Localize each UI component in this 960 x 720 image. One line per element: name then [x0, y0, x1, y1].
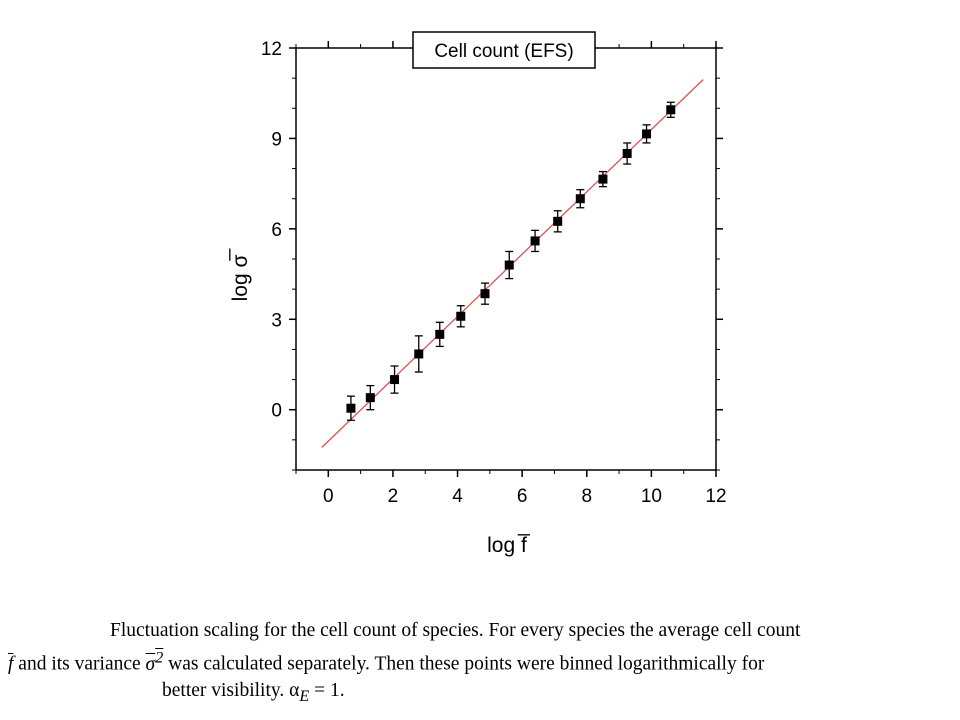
data-point [598, 170, 608, 188]
caption-subscript: E [299, 686, 310, 705]
x-axis-title: log f̅ [487, 534, 531, 557]
figure-caption: Fluctuation scaling for the cell count o… [8, 618, 950, 708]
plot-axes: 0 2 4 6 8 10 12 0 3 6 9 12 [261, 39, 727, 507]
x-tick-label: 8 [581, 486, 592, 507]
y-tick-label: 9 [271, 129, 282, 150]
data-point [390, 365, 400, 394]
caption-line-2: f and its variance σ2 was calculated sep… [8, 644, 950, 678]
x-tick-label: 4 [452, 486, 463, 507]
square-marker [504, 260, 514, 270]
plot-frame [295, 47, 717, 471]
data-point [553, 210, 563, 233]
square-marker [390, 375, 400, 385]
y-axis-title: log σ̅ [229, 248, 252, 302]
square-marker [530, 236, 540, 246]
caption-line-1: Fluctuation scaling for the cell count o… [110, 620, 801, 641]
chart-legend: Cell count (EFS) [412, 31, 596, 69]
x-tick-label: 0 [323, 486, 334, 507]
data-point [504, 250, 514, 280]
caption-text-b: was calculated separately. Then these po… [163, 653, 765, 675]
legend-box [412, 31, 596, 69]
data-point [666, 101, 676, 118]
x-tick-label: 2 [388, 486, 399, 507]
data-point [480, 282, 490, 305]
square-marker [480, 289, 490, 299]
y-tick-label: 12 [261, 39, 282, 60]
data-points [346, 101, 676, 421]
square-marker [456, 311, 466, 321]
data-point [575, 189, 585, 209]
y-tick-label: 3 [271, 310, 282, 331]
data-point [346, 395, 356, 421]
square-marker [414, 349, 424, 359]
x-tick-label: 6 [517, 486, 528, 507]
square-marker [435, 329, 445, 339]
chart-title: Cell count (EFS) [434, 41, 573, 62]
square-marker [575, 194, 585, 204]
square-marker [622, 149, 632, 158]
caption-line-3: better visibility. αE = 1. [8, 678, 950, 709]
caption-text-c: better visibility. α [162, 679, 300, 701]
x-tick-label: 12 [705, 486, 726, 507]
caption-sigma-bar: σ2 [145, 648, 164, 675]
data-point [530, 229, 540, 253]
square-marker [598, 174, 608, 184]
data-point [622, 142, 632, 165]
y-tick-label: 6 [271, 220, 282, 241]
square-marker [553, 216, 563, 226]
caption-f-bar: f [8, 653, 14, 675]
caption-sigma: σ [145, 653, 156, 675]
data-point [365, 384, 375, 411]
square-marker [642, 129, 652, 139]
y-tick-label: 0 [271, 401, 282, 422]
data-point [435, 321, 445, 348]
data-point [414, 335, 424, 373]
x-tick-label: 10 [641, 486, 662, 507]
caption-text-d: = 1. [309, 679, 345, 701]
square-marker [666, 105, 676, 115]
data-point [456, 305, 466, 328]
square-marker [365, 393, 375, 403]
square-marker [346, 403, 356, 413]
data-point [642, 124, 652, 144]
caption-text-a: and its variance [13, 653, 146, 675]
